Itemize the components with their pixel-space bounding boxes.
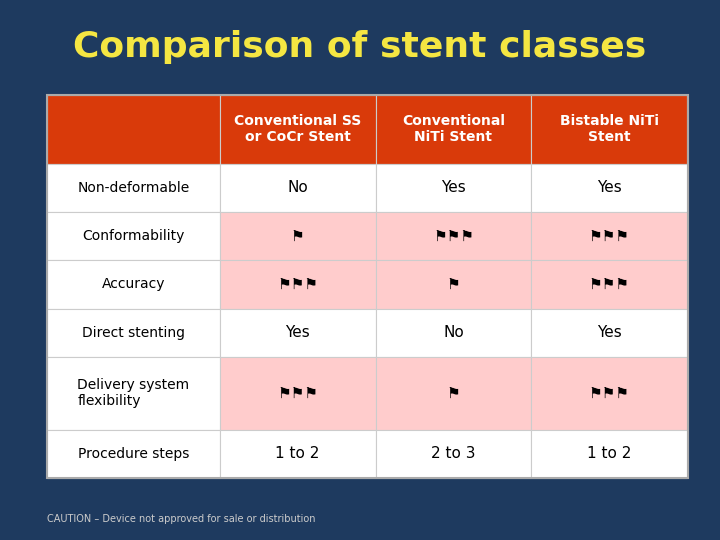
Text: Bistable NiTi
Stent: Bistable NiTi Stent [559, 114, 659, 144]
Bar [47, 212, 220, 260]
Bar [220, 309, 376, 357]
Bar [47, 164, 220, 212]
Bar [376, 212, 531, 260]
Text: Non-deformable: Non-deformable [77, 181, 189, 195]
Text: ⚑⚑⚑: ⚑⚑⚑ [589, 228, 629, 244]
Bar [220, 212, 376, 260]
Text: ⚑⚑⚑: ⚑⚑⚑ [589, 277, 629, 292]
Bar [376, 260, 531, 309]
Bar [220, 357, 376, 429]
Text: 1 to 2: 1 to 2 [276, 446, 320, 461]
Text: Conventional
NiTi Stent: Conventional NiTi Stent [402, 114, 505, 144]
Text: Yes: Yes [597, 325, 621, 340]
Text: ⚑⚑⚑: ⚑⚑⚑ [277, 386, 318, 401]
Bar [376, 94, 531, 164]
Bar [47, 429, 220, 478]
Text: No: No [287, 180, 308, 195]
Bar [376, 164, 531, 212]
Bar [376, 357, 531, 429]
Text: Direct stenting: Direct stenting [82, 326, 185, 340]
Bar [220, 260, 376, 309]
Text: ⚑: ⚑ [446, 277, 460, 292]
Bar [531, 357, 687, 429]
Bar [531, 164, 687, 212]
Text: Yes: Yes [441, 180, 466, 195]
Text: Yes: Yes [285, 325, 310, 340]
Bar [531, 429, 687, 478]
Bar [531, 94, 687, 164]
Text: Delivery system
flexibility: Delivery system flexibility [77, 378, 189, 408]
Text: Conventional SS
or CoCr Stent: Conventional SS or CoCr Stent [234, 114, 361, 144]
Bar [376, 429, 531, 478]
Bar [220, 94, 376, 164]
Text: ⚑⚑⚑: ⚑⚑⚑ [277, 277, 318, 292]
Text: 2 to 3: 2 to 3 [431, 446, 476, 461]
Text: CAUTION – Device not approved for sale or distribution: CAUTION – Device not approved for sale o… [47, 514, 315, 524]
Text: Yes: Yes [597, 180, 621, 195]
Text: ⚑: ⚑ [446, 386, 460, 401]
Bar [531, 309, 687, 357]
Bar [376, 309, 531, 357]
Text: ⚑⚑⚑: ⚑⚑⚑ [433, 228, 474, 244]
Text: Conformability: Conformability [82, 229, 184, 243]
Text: Procedure steps: Procedure steps [78, 447, 189, 461]
Bar [47, 357, 220, 429]
Bar [47, 94, 220, 164]
Text: No: No [443, 325, 464, 340]
Text: ⚑⚑⚑: ⚑⚑⚑ [589, 386, 629, 401]
Bar [47, 94, 688, 478]
Text: Comparison of stent classes: Comparison of stent classes [73, 30, 647, 64]
Bar [47, 309, 220, 357]
Bar [531, 212, 687, 260]
Text: 1 to 2: 1 to 2 [587, 446, 631, 461]
Bar [531, 260, 687, 309]
Bar [220, 429, 376, 478]
Bar [47, 260, 220, 309]
Bar [220, 164, 376, 212]
Text: ⚑: ⚑ [291, 228, 305, 244]
Text: Accuracy: Accuracy [102, 278, 165, 292]
